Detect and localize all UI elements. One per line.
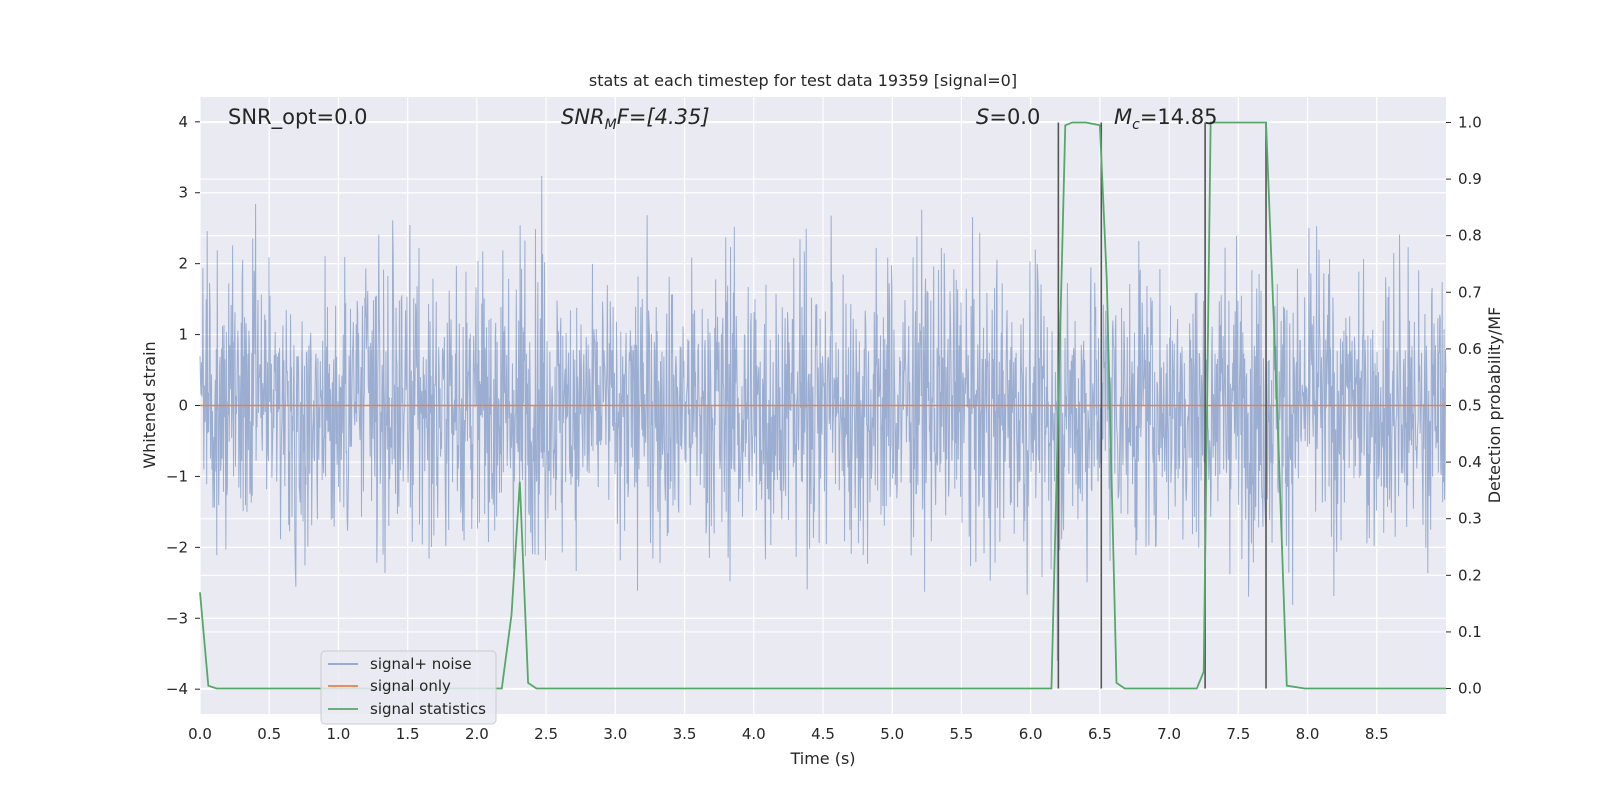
x-tick-label: 7.5 [1226,725,1250,743]
y-left-tick-label: 2 [178,255,188,273]
legend: signal+ noise signal only signal statist… [320,650,497,725]
y-right-tick-label: 0.8 [1458,227,1482,245]
y-axis-left-label: Whitened strain [140,341,159,468]
y-right-tick-label: 0.7 [1458,283,1482,301]
y-left-tick-label: −3 [166,609,188,627]
y-left-tick-label: 1 [178,326,188,344]
y-axis-right-ticks: 0.0 0.1 0.2 0.3 0.4 0.5 0.6 0.7 0.8 0.9 1.0 [1446,113,1482,698]
x-tick-label: 4.5 [811,725,835,743]
y-left-tick-label: 3 [178,184,188,202]
x-tick-label: 8.0 [1296,725,1320,743]
chart-title: stats at each timestep for test data 193… [589,71,1017,90]
x-axis-ticks: 0.0 0.5 1.0 1.5 2.0 2.5 3.0 3.5 4.0 4.5 5.0 5.5 6.0 6… [188,725,1389,743]
x-tick-label: 4.0 [742,725,766,743]
x-axis-label: Time (s) [789,749,855,768]
y-right-tick-label: 0.3 [1458,510,1482,528]
y-right-tick-label: 0.5 [1458,397,1482,415]
x-tick-label: 2.0 [465,725,489,743]
signal-statistics-line [199,121,1446,690]
x-tick-label: 0.0 [188,725,212,743]
x-tick-label: 6.0 [1019,725,1043,743]
x-tick-label: 7.0 [1157,725,1181,743]
annotation-s: S=0.0 [976,105,1040,129]
x-tick-label: 3.0 [603,725,627,743]
y-left-tick-label: −1 [166,467,188,485]
annotation-snr-opt: SNR_opt=0.0 [228,105,368,130]
x-tick-label: 0.5 [257,725,281,743]
y-right-tick-label: 0.1 [1458,623,1482,641]
y-right-tick-label: 0.4 [1458,453,1482,471]
y-left-tick-label: 4 [178,113,188,131]
x-tick-label: 5.5 [950,725,974,743]
x-tick-label: 1.5 [396,725,420,743]
signal-noise-series [199,175,1447,661]
x-tick-label: 1.0 [327,725,351,743]
x-tick-label: 8.5 [1365,725,1389,743]
x-tick-label: 2.5 [534,725,558,743]
y-right-tick-label: 0.0 [1458,680,1482,698]
legend-label-signal-only: signal only [370,677,451,695]
y-right-tick-label: 0.9 [1458,170,1482,188]
y-right-tick-label: 1.0 [1458,113,1482,131]
y-right-tick-label: 0.2 [1458,566,1482,584]
x-tick-label: 3.5 [673,725,697,743]
annotation-snr-mf: SNRMF=[4.35] [561,105,710,133]
y-axis-left-ticks: −4 −3 −2 −1 0 1 2 3 4 [166,113,200,698]
y-left-tick-label: −2 [166,538,188,556]
annotation-mc: Mc=14.85 [1114,105,1218,133]
y-right-tick-label: 0.6 [1458,340,1482,358]
legend-label-noise: signal+ noise [370,655,472,673]
x-tick-label: 6.5 [1088,725,1112,743]
legend-box [320,650,497,725]
y-left-tick-label: −4 [166,680,188,698]
signal-noise-path [199,175,1447,661]
y-axis-right-label: Detection probability/MF [1485,307,1504,504]
y-left-tick-label: 0 [178,397,188,415]
legend-label-statistics: signal statistics [370,700,486,718]
x-tick-label: 5.0 [880,725,904,743]
